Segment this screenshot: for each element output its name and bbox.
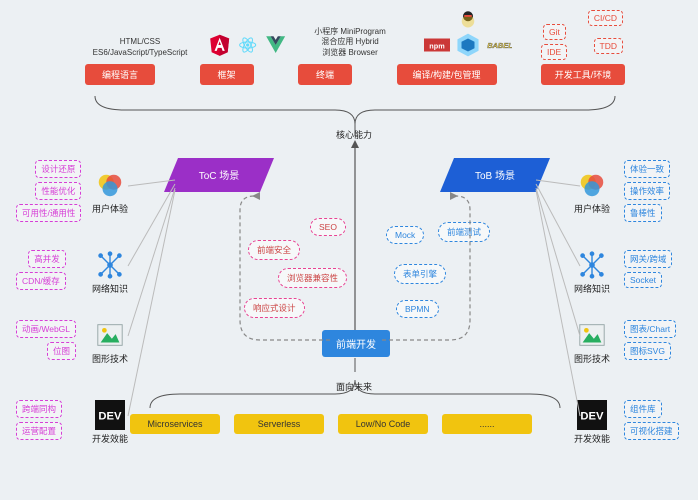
top-col-lang: HTML/CSS ES6/JavaScript/TypeScript [85,37,195,58]
top-col-terminal: 小程序 MiniProgram 混合应用 Hybrid 浏览器 Browser [300,27,400,58]
bubble-security: 前端安全 [248,240,300,260]
r-gfx-p0: 图表/Chart [624,320,676,338]
image-icon-r [577,320,607,350]
lang-line1: HTML/CSS [85,37,195,47]
center-connectors [160,140,560,350]
network-icon [95,250,125,280]
label-lang: 编程语言 [85,64,155,85]
svg-text:DEV: DEV [580,411,604,423]
l-dev-p1: 运营配置 [16,422,62,440]
label-build: 编译/构建/包管理 [397,64,497,85]
svg-text:DEV: DEV [98,411,122,423]
r-ux-cap: 用户体验 [574,202,610,215]
bubble-responsive: 响应式设计 [244,298,305,318]
label-terminal: 终端 [298,64,352,85]
label-tools: 开发工具/环境 [541,64,625,85]
dev-icon: DEV [95,400,125,430]
npm-icon: npm [424,32,450,58]
l-net-p0: 高并发 [28,250,66,268]
label-framework: 框架 [200,64,254,85]
future-serverless: Serverless [234,414,324,434]
toc-label: ToC 场景 [199,169,240,182]
r-ux-p2: 鲁棒性 [624,204,662,222]
r-dev-p1: 可视化搭建 [624,422,679,440]
r-ux-p0: 体验一致 [624,160,670,178]
core-label: 核心能力 [336,128,372,141]
svg-text:npm: npm [429,41,445,50]
bubble-form: 表单引擎 [394,264,446,284]
l-gfx-p0: 动画/WebGL [16,320,76,338]
r-ux-p1: 操作效率 [624,182,670,200]
venn-icon [95,170,125,200]
l-ux-p2: 可用性/通用性 [16,204,81,222]
l-ux-p1: 性能优化 [35,182,81,200]
r-net-cap: 网络知识 [574,282,610,295]
pill-ide: IDE [541,44,567,60]
top-col-build: npm BABEL [413,10,523,58]
l-gfx-cap: 图形技术 [92,352,128,365]
tob-shape: ToB 场景 [440,158,550,198]
future-more: ...... [442,414,532,434]
lang-line2: ES6/JavaScript/TypeScript [85,48,195,58]
react-icon [236,32,259,58]
pill-tdd: TDD [594,38,623,54]
venn-icon-r [577,170,607,200]
r-dev-p0: 组件库 [624,400,662,418]
l-dev-p0: 跨端同构 [16,400,62,418]
r-net-p1: Socket [624,272,662,288]
tob-label: ToB 场景 [475,169,515,182]
babel-icon: BABEL [486,32,512,58]
bubble-seo: SEO [310,218,346,236]
top-col-tools: CI/CD Git TDD IDE [535,10,625,58]
pill-git: Git [543,24,566,40]
bubble-test: 前端测试 [438,222,490,242]
bubble-compat: 浏览器兼容性 [278,268,347,288]
l-ux-p0: 设计还原 [35,160,81,178]
center-box: 前端开发 [322,330,390,357]
r-gfx-p1: 图标SVG [624,342,671,360]
l-net-cap: 网络知识 [92,282,128,295]
r-dev-cap: 开发效能 [574,432,610,445]
svg-text:BABEL: BABEL [487,41,512,50]
network-icon-r [577,250,607,280]
l-ux-cap: 用户体验 [92,202,128,215]
l-dev-cap: 开发效能 [92,432,128,445]
angular-icon [208,32,231,58]
pill-cicd: CI/CD [588,10,623,26]
left-links [120,160,200,450]
image-icon [95,320,125,350]
bower-icon [458,10,478,30]
vue-icon [264,32,287,58]
future-label: 面向未来 [336,380,372,393]
l-net-p1: CDN/缓存 [16,272,66,290]
toc-shape: ToC 场景 [164,158,274,198]
bubble-mock: Mock [386,226,424,244]
webpack-icon [455,32,481,58]
r-gfx-cap: 图形技术 [574,352,610,365]
future-micro: Microservices [130,414,220,434]
dev-icon-r: DEV [577,400,607,430]
bubble-bpmn: BPMN [396,300,439,318]
l-gfx-p1: 位图 [47,342,76,360]
top-col-framework [208,32,288,58]
future-lowcode: Low/No Code [338,414,428,434]
r-net-p0: 网关/跨域 [624,250,672,268]
